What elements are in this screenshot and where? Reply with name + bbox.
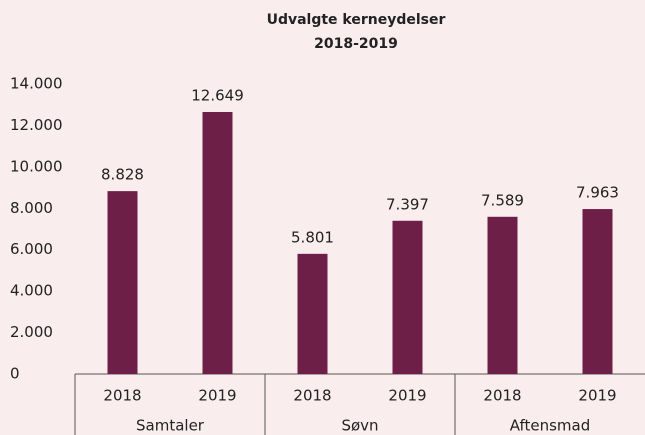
y-tick-label: 8.000 (10, 199, 53, 217)
y-tick-label: 14.000 (10, 75, 63, 93)
x-tick-label: 2018 (293, 387, 331, 405)
value-label: 7.397 (386, 195, 429, 213)
y-tick-label: 6.000 (10, 240, 53, 258)
value-label: 12.649 (191, 86, 244, 104)
x-tick-label: 2018 (483, 387, 521, 405)
bar (202, 111, 233, 375)
y-tick-label: 0 (10, 365, 20, 383)
group-label: Samtaler (136, 417, 205, 435)
bar (107, 191, 138, 374)
bar (487, 216, 518, 374)
value-label: 7.963 (576, 184, 619, 202)
x-tick-label: 2019 (578, 387, 616, 405)
x-tick-label: 2018 (103, 387, 141, 405)
chart-title: Udvalgte kerneydelser (267, 12, 446, 28)
value-label: 8.828 (101, 166, 144, 184)
value-label: 5.801 (291, 228, 334, 246)
bar (582, 209, 613, 374)
bar (392, 220, 423, 374)
group-label: Søvn (341, 417, 378, 435)
y-tick-label: 4.000 (10, 282, 53, 300)
y-tick-label: 10.000 (10, 157, 63, 175)
y-tick-label: 12.000 (10, 116, 63, 134)
chart-subtitle: 2018-2019 (314, 36, 398, 52)
y-tick-label: 2.000 (10, 323, 53, 341)
bar (297, 253, 328, 374)
value-label: 7.589 (481, 191, 524, 209)
x-tick-label: 2019 (198, 387, 236, 405)
group-label: Aftensmad (510, 417, 591, 435)
x-tick-label: 2019 (388, 387, 426, 405)
